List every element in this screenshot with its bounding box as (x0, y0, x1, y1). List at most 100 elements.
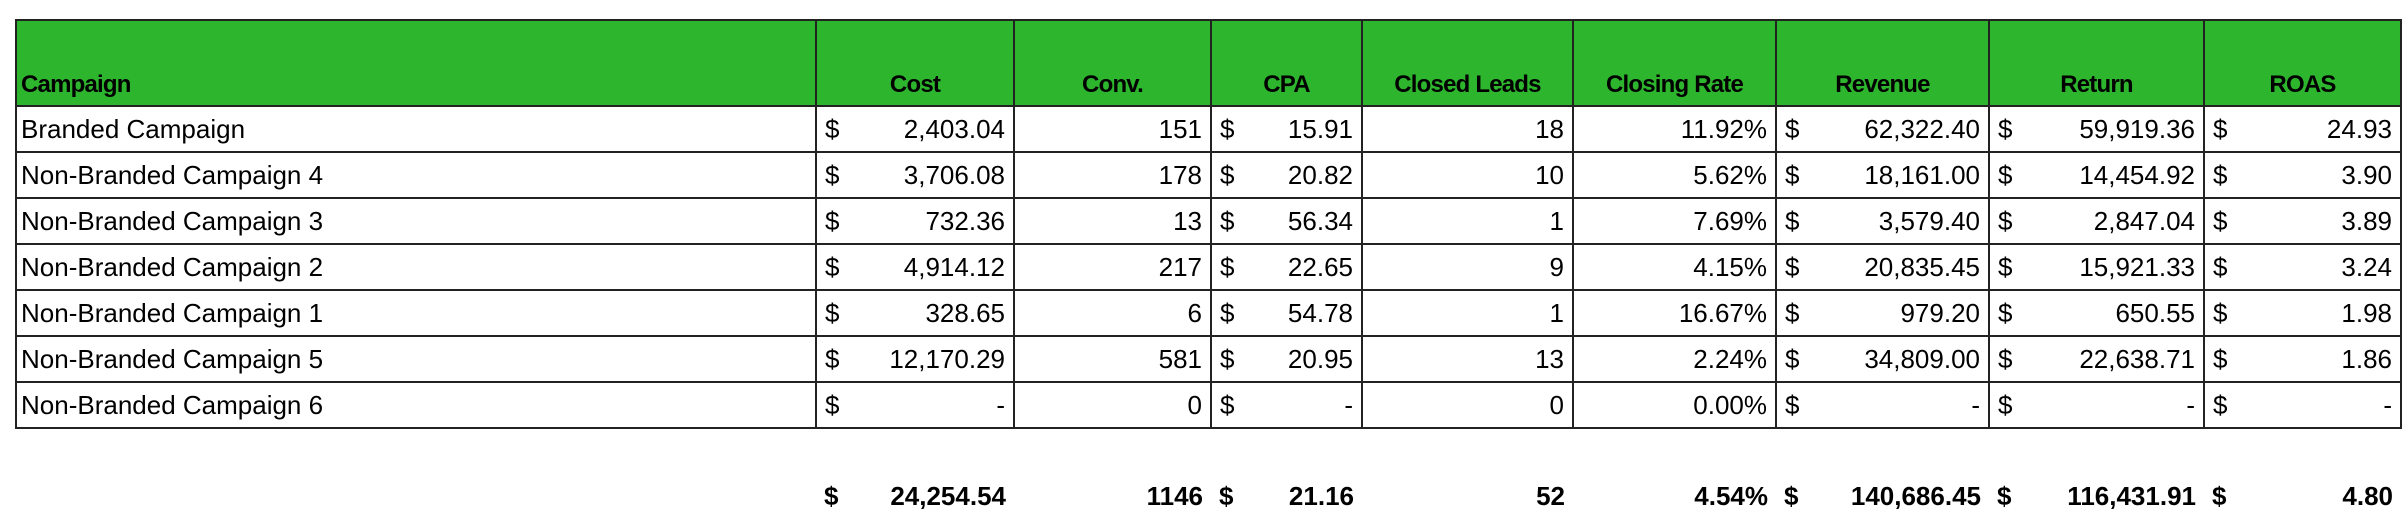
currency-box: $ - (1785, 390, 1980, 421)
table-row: Non-Branded Campaign 1 $328.65 6 $54.78 1 16.… (15, 289, 2402, 337)
amount: 22.65 (1287, 251, 1353, 282)
amount: 732.36 (925, 205, 1005, 236)
currency-cell: $20.82 (1210, 151, 1363, 199)
currency-symbol: $ (1220, 389, 1235, 420)
currency-symbol: $ (1220, 343, 1235, 374)
currency-symbol: $ (1785, 343, 1800, 374)
currency-symbol: $ (2213, 113, 2228, 144)
number-cell: 151 (1013, 105, 1212, 153)
number-cell: 4.54% (1694, 480, 1768, 511)
currency-cell: $1.86 (2203, 335, 2402, 383)
currency-symbol: $ (1785, 113, 1800, 144)
currency-symbol: $ (1220, 113, 1235, 144)
amount: 22,638.71 (2079, 343, 2195, 374)
currency-box: $ - (1220, 390, 1353, 421)
campaign-name: Non-Branded Campaign 4 (15, 151, 817, 199)
currency-cell: $ - (815, 381, 1015, 429)
currency-box: $4.80 (2212, 481, 2393, 512)
number-cell: 0 (1361, 381, 1574, 429)
table-row: Non-Branded Campaign 4 $3,706.08 178 $20.82… (15, 151, 2402, 199)
number-cell: 18 (1361, 105, 1574, 153)
amount: 21.16 (1288, 480, 1354, 511)
currency-symbol: $ (1220, 297, 1235, 328)
column-header: Closed Leads (1361, 19, 1574, 107)
currency-symbol: $ (1998, 159, 2013, 190)
currency-cell: $24,254.54 (816, 473, 1014, 519)
table-row: Non-Branded Campaign 6 $ -0 $ -0 0.00% $ - $ - $ - (15, 381, 2402, 429)
column-header: ROAS (2203, 19, 2402, 107)
column-header: Cost (815, 19, 1015, 107)
currency-cell: $116,431.91 (1989, 473, 2204, 519)
currency-cell: $ - (1775, 381, 1990, 429)
table-row: Non-Branded Campaign 3 $732.36 13 $56.34 1 7.… (15, 197, 2402, 245)
currency-cell: $ - (1988, 381, 2205, 429)
currency-symbol: $ (1220, 251, 1235, 282)
empty-cell (16, 473, 816, 519)
currency-cell: $54.78 (1210, 289, 1363, 337)
currency-symbol: $ (1220, 205, 1235, 236)
currency-symbol: $ (2213, 343, 2228, 374)
currency-cell: $34,809.00 (1775, 335, 1990, 383)
currency-symbol: $ (1997, 480, 2012, 511)
number-cell: 7.69% (1572, 197, 1777, 245)
currency-cell: $979.20 (1775, 289, 1990, 337)
number-cell: 1146 (1146, 480, 1203, 511)
currency-cell: $56.34 (1210, 197, 1363, 245)
amount: 1.98 (2341, 297, 2392, 328)
amount: 3.90 (2341, 159, 2392, 190)
currency-box: $22,638.71 (1998, 344, 2195, 375)
currency-cell: $140,686.45 (1776, 473, 1989, 519)
currency-box: $1.86 (2213, 344, 2392, 375)
number-cell: 9 (1361, 243, 1574, 291)
currency-symbol: $ (2212, 480, 2227, 511)
currency-symbol: $ (1785, 159, 1800, 190)
currency-cell: $62,322.40 (1775, 105, 1990, 153)
number-cell: 13 (1013, 197, 1212, 245)
table-container: Campaign Cost Conv. CPA Closed Leads Closing … (15, 19, 2402, 519)
amount: 979.20 (1900, 297, 1980, 328)
campaign-table: Campaign Cost Conv. CPA Closed Leads Closing … (15, 19, 2402, 519)
currency-box: $650.55 (1998, 298, 2195, 329)
column-header: Conv. (1013, 19, 1212, 107)
currency-box: $34,809.00 (1785, 344, 1980, 375)
currency-symbol: $ (1998, 251, 2013, 282)
campaign-name: Non-Branded Campaign 3 (15, 197, 817, 245)
amount: 2,847.04 (2093, 205, 2195, 236)
amount: 12,170.29 (889, 343, 1005, 374)
currency-box: $3.24 (2213, 252, 2392, 283)
currency-box: $15.91 (1220, 114, 1353, 145)
campaign-name: Branded Campaign (15, 105, 817, 153)
number-cell: 10 (1361, 151, 1574, 199)
amount: - (996, 389, 1005, 420)
currency-cell: $3,706.08 (815, 151, 1015, 199)
number-cell: 13 (1361, 335, 1574, 383)
number-cell: 4.15% (1572, 243, 1777, 291)
currency-box: $56.34 (1220, 206, 1353, 237)
amount: 2,403.04 (903, 113, 1005, 144)
amount: 3.24 (2341, 251, 2392, 282)
currency-cell: $328.65 (815, 289, 1015, 337)
currency-box: $979.20 (1785, 298, 1980, 329)
currency-cell: $14,454.92 (1988, 151, 2205, 199)
currency-cell: $22.65 (1210, 243, 1363, 291)
number-cell: 178 (1013, 151, 1212, 199)
currency-cell: $4,914.12 (815, 243, 1015, 291)
currency-symbol: $ (825, 389, 840, 420)
currency-symbol: $ (2213, 389, 2228, 420)
spacer-row (16, 428, 2401, 473)
amount: 140,686.45 (1850, 480, 1981, 511)
header-row: Campaign Cost Conv. CPA Closed Leads Closing … (15, 19, 2402, 107)
currency-symbol: $ (1785, 389, 1800, 420)
table-row: Non-Branded Campaign 5 $12,170.29 581 $20.9… (15, 335, 2402, 383)
currency-symbol: $ (825, 297, 840, 328)
number-cell: 217 (1013, 243, 1212, 291)
amount: 15.91 (1287, 113, 1353, 144)
currency-symbol: $ (1785, 251, 1800, 282)
column-header: Closing Rate (1572, 19, 1777, 107)
amount: - (2186, 389, 2195, 420)
currency-symbol: $ (1220, 159, 1235, 190)
currency-box: $14,454.92 (1998, 160, 2195, 191)
column-header: Revenue (1775, 19, 1990, 107)
number-cell: 1 (1361, 197, 1574, 245)
number-cell: 16.67% (1572, 289, 1777, 337)
